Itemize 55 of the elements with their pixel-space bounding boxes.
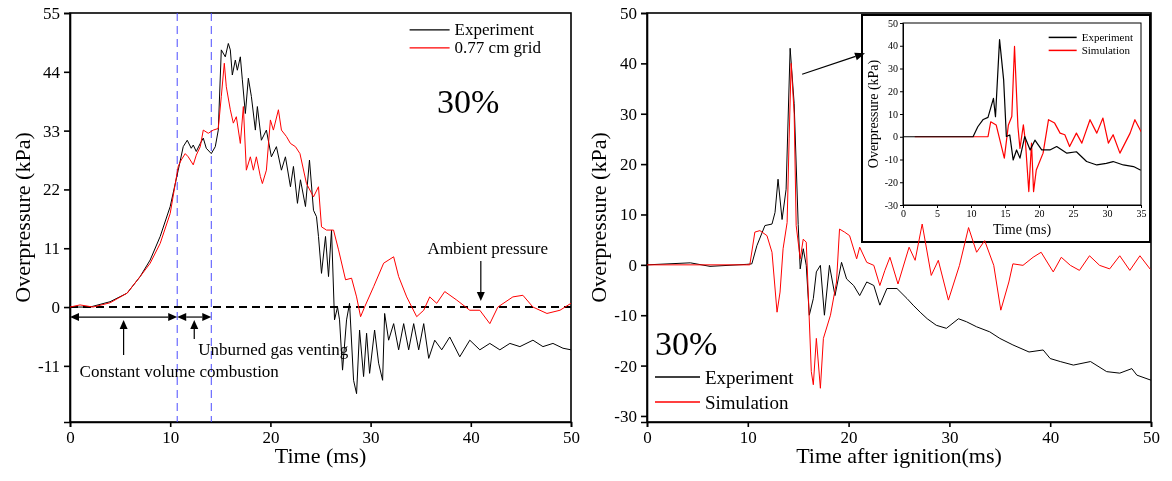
- x-tick-label: 40: [462, 428, 480, 448]
- y-tick-label: 0: [51, 297, 60, 317]
- y-tick-label: -30: [614, 406, 637, 426]
- y-tick-label: 50: [620, 3, 637, 23]
- x-tick-label: 10: [739, 428, 757, 448]
- y-axis-title: Overpressure (kPa): [9, 132, 35, 303]
- y-tick-label: 44: [43, 62, 61, 82]
- legend-label: Simulation: [705, 391, 789, 413]
- x-tick-label: 50: [563, 428, 580, 448]
- y-tick-label: 40: [620, 54, 637, 74]
- x-tick-label: 50: [1143, 428, 1160, 448]
- annotation: Constant volume combustion: [79, 362, 280, 382]
- y-tick-label: 22: [43, 180, 60, 200]
- x-tick-label: 0: [66, 428, 75, 448]
- y-tick-label: 0: [628, 255, 637, 275]
- y-tick-label: 30: [888, 63, 898, 75]
- legend-label: Experiment: [454, 20, 535, 40]
- y-tick-label: -20: [884, 176, 898, 188]
- y-tick-label: 0: [893, 131, 898, 143]
- y-tick-label: 30: [620, 104, 637, 124]
- annotation: 30%: [437, 83, 500, 120]
- annotation: 30%: [655, 325, 718, 362]
- x-tick-label: 15: [1000, 208, 1011, 220]
- x-tick-label: 0: [643, 428, 652, 448]
- y-axis-title: Overpressure (kPa): [585, 132, 611, 303]
- x-tick-label: 40: [1042, 428, 1060, 448]
- legend-label: Experiment: [705, 366, 795, 388]
- x-axis-title: Time (ms): [992, 222, 1052, 238]
- x-tick-label: 10: [966, 208, 977, 220]
- legend-label: 0.77 cm grid: [454, 38, 542, 58]
- annotation: Ambient pressure: [427, 239, 549, 259]
- y-tick-label: 20: [888, 85, 898, 97]
- x-tick-label: 20: [1034, 208, 1045, 220]
- y-tick-label: 10: [888, 108, 898, 120]
- legend-label: Experiment: [1081, 31, 1133, 44]
- x-tick-label: 0: [901, 208, 906, 220]
- x-tick-label: 5: [935, 208, 940, 220]
- y-tick-label: 33: [43, 121, 60, 141]
- y-tick-label: 11: [43, 239, 60, 259]
- x-tick-label: 35: [1136, 208, 1147, 220]
- y-tick-label: 50: [888, 17, 898, 29]
- line-series: [70, 62, 571, 325]
- y-axis-title: Overpressure (kPa): [865, 59, 882, 169]
- y-tick-label: -20: [614, 356, 637, 376]
- y-tick-label: -10: [884, 154, 898, 166]
- y-tick-label: -30: [884, 199, 898, 211]
- y-tick-label: -10: [614, 306, 637, 326]
- x-tick-label: 10: [162, 428, 180, 448]
- legend-label: Simulation: [1081, 44, 1131, 57]
- x-tick-label: 30: [1102, 208, 1113, 220]
- y-tick-label: 55: [43, 3, 60, 23]
- y-tick-label: -11: [37, 356, 60, 376]
- y-tick-label: 40: [888, 40, 898, 52]
- y-tick-label: 20: [620, 155, 637, 175]
- x-tick-label: 25: [1068, 208, 1079, 220]
